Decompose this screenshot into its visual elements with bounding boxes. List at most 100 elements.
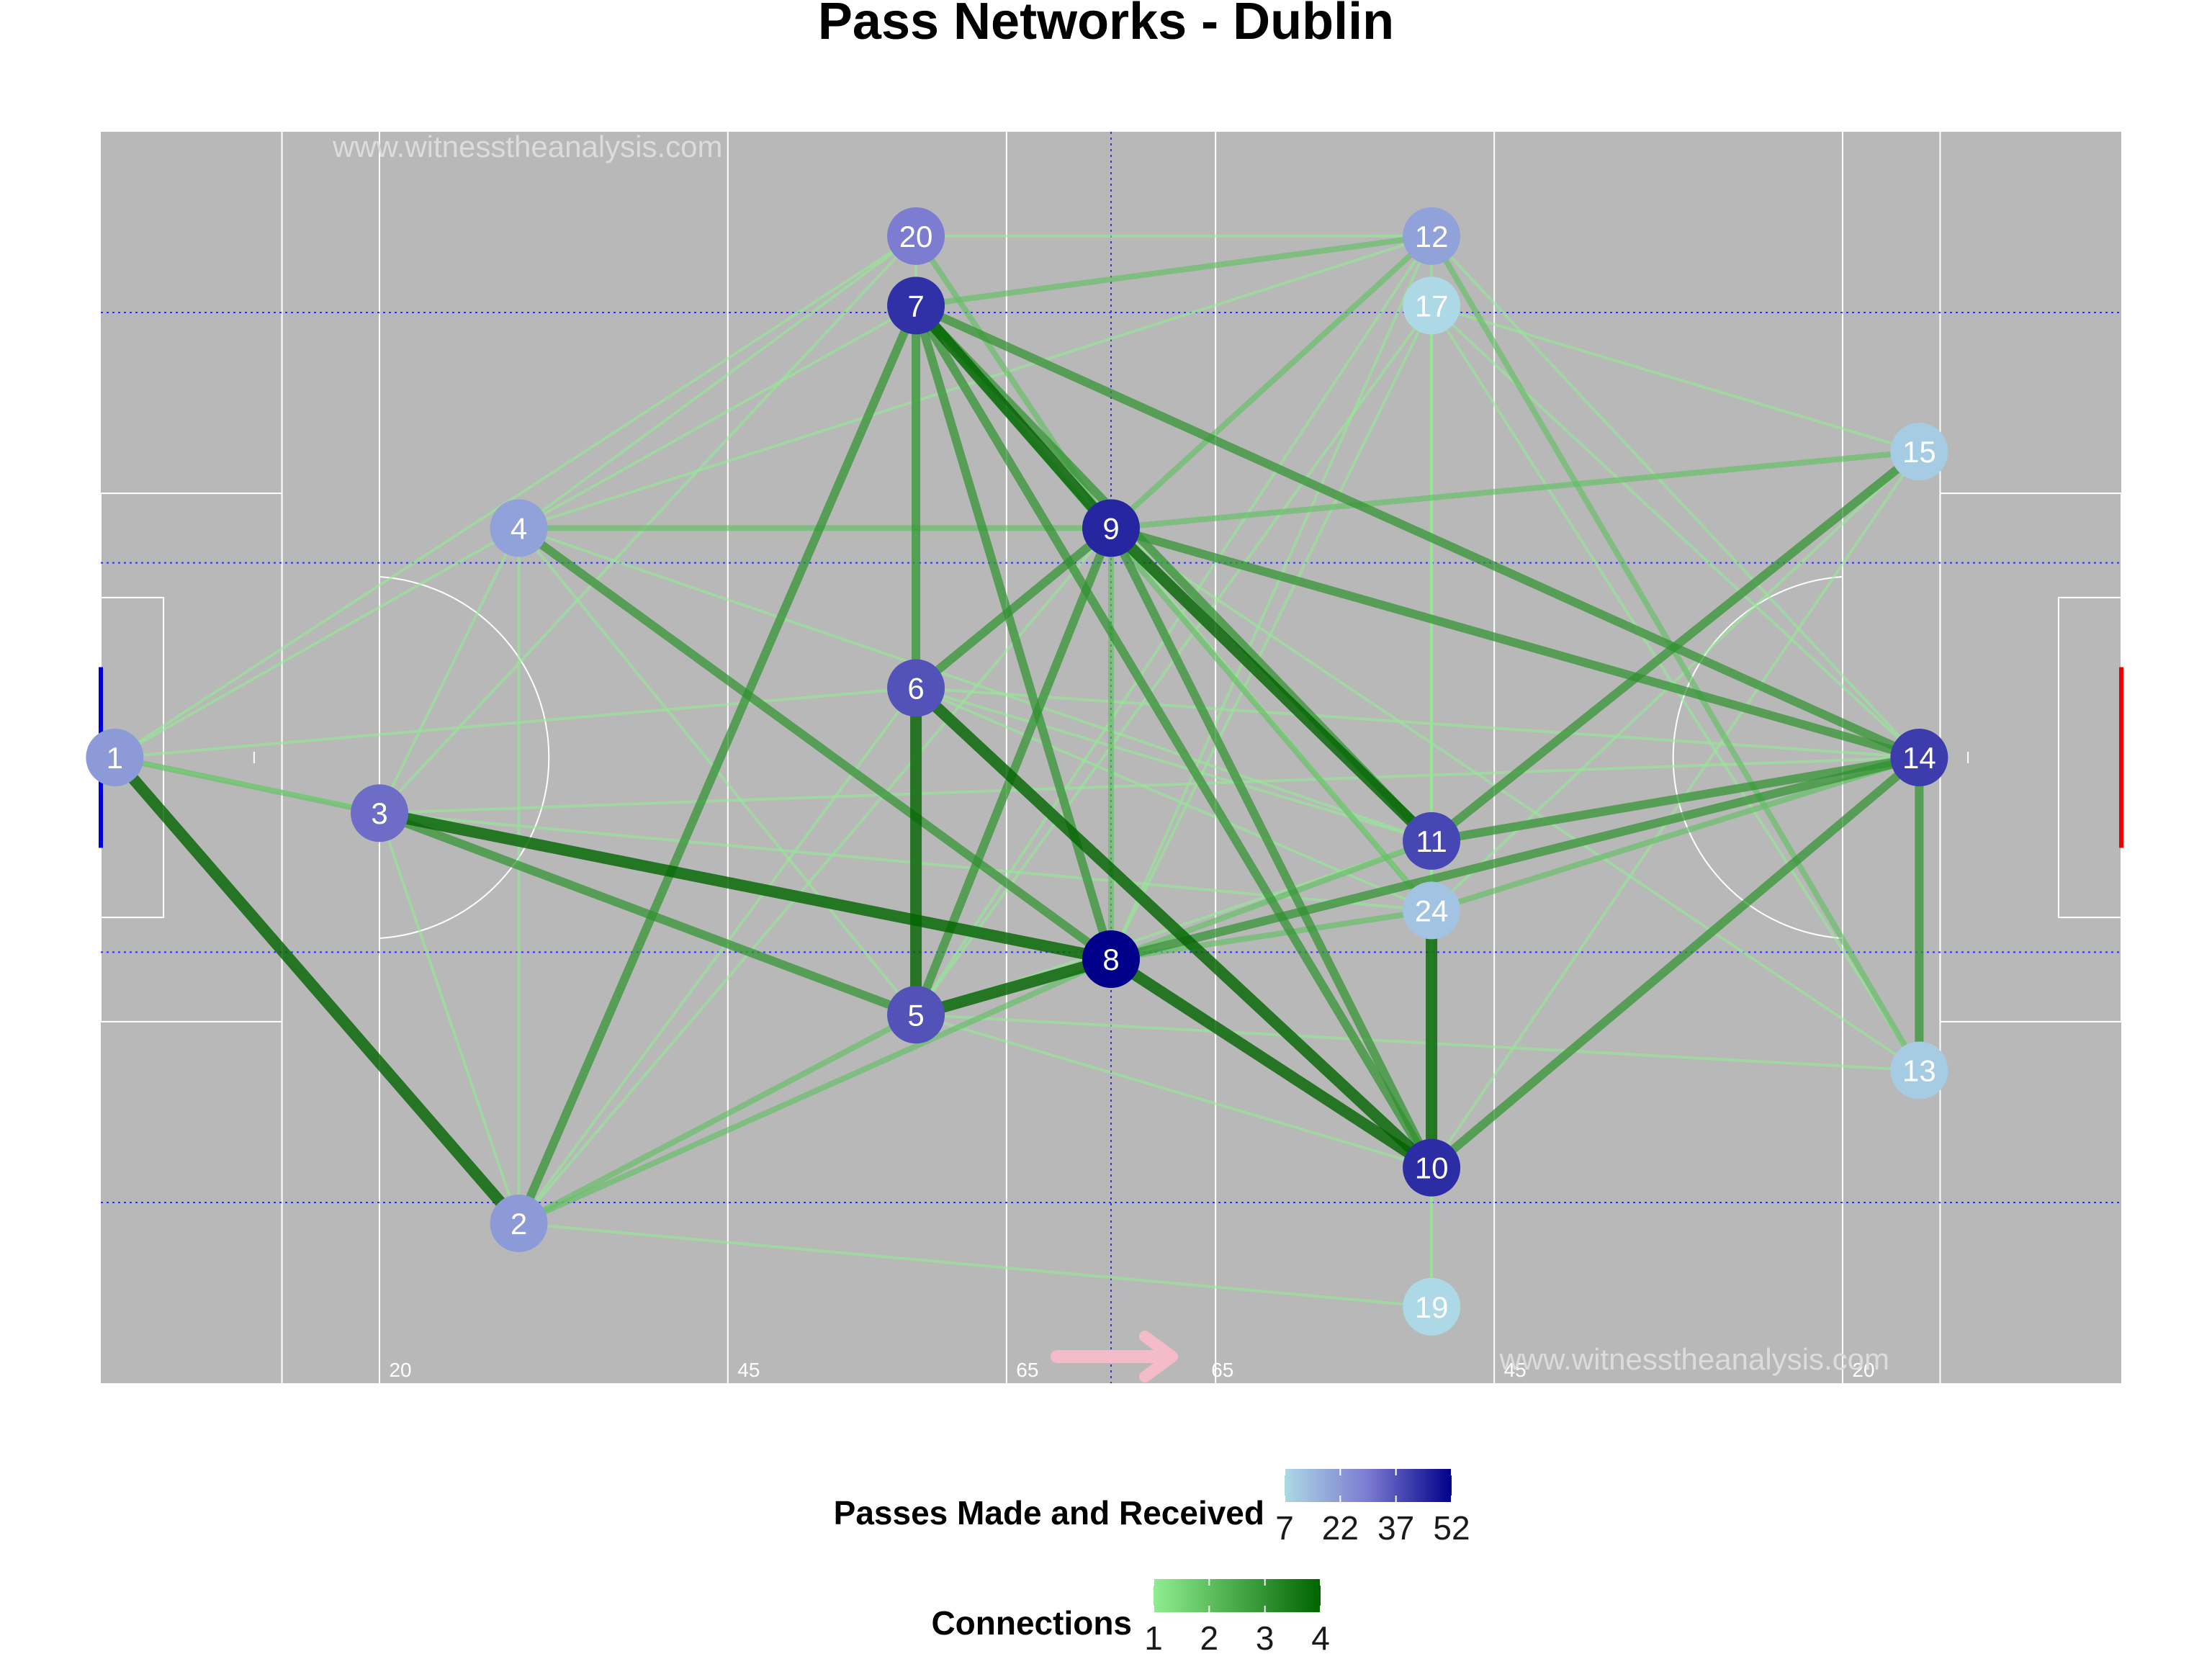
player-node-19: 19 bbox=[1403, 1277, 1461, 1336]
connection-3-24 bbox=[378, 811, 1434, 912]
player-number-label: 20 bbox=[899, 220, 933, 253]
connection-4-12 bbox=[517, 234, 1434, 530]
legend-passes: Passes Made and Received 7 22 37 52 bbox=[834, 1469, 1470, 1547]
arc-left bbox=[379, 575, 550, 940]
connection-2-5 bbox=[516, 1012, 920, 1226]
player-node-5: 5 bbox=[887, 986, 945, 1044]
player-number-label: 5 bbox=[907, 998, 924, 1032]
legend-passes-tick-label: 37 bbox=[1377, 1509, 1414, 1547]
player-node-4: 4 bbox=[490, 499, 548, 557]
player-number-label: 24 bbox=[1415, 894, 1449, 927]
connection-6-14 bbox=[914, 686, 1921, 759]
player-marker bbox=[490, 1194, 548, 1252]
player-number-label: 6 bbox=[907, 671, 924, 705]
connection-6-10 bbox=[910, 682, 1438, 1174]
legend-connections-tick-label: 2 bbox=[1200, 1619, 1219, 1657]
connection-8-14 bbox=[1107, 753, 1924, 964]
connection-1-2 bbox=[109, 752, 525, 1229]
connection-6-9 bbox=[912, 523, 1115, 693]
connection-3-5 bbox=[375, 809, 921, 1020]
arc-right bbox=[1672, 575, 1843, 940]
player-marker bbox=[1403, 881, 1461, 940]
connection-6-11 bbox=[914, 686, 1434, 842]
player-node-2: 2 bbox=[490, 1194, 548, 1252]
player-number-label: 4 bbox=[511, 511, 527, 545]
player-number-label: 2 bbox=[511, 1207, 527, 1241]
player-node-12: 12 bbox=[1403, 207, 1461, 265]
legend-passes-tick-label: 22 bbox=[1322, 1509, 1359, 1547]
pitch-distance-label: 45 bbox=[737, 1359, 760, 1381]
connection-9-13 bbox=[1110, 526, 1921, 1072]
player-node-6: 6 bbox=[887, 659, 945, 717]
connection-3-4 bbox=[378, 526, 521, 815]
connection-2-19 bbox=[517, 1221, 1434, 1308]
player-node-13: 13 bbox=[1890, 1041, 1948, 1100]
player-number-label: 1 bbox=[107, 741, 123, 775]
connection-7-9 bbox=[910, 300, 1117, 534]
player-node-10: 10 bbox=[1403, 1138, 1461, 1197]
connection-15-24 bbox=[1430, 450, 1921, 912]
player-marker bbox=[887, 276, 945, 335]
connection-1-6 bbox=[113, 686, 918, 759]
pitch-distance-label: 65 bbox=[1016, 1359, 1038, 1381]
legend-connections-tick-label: 4 bbox=[1311, 1619, 1330, 1657]
connection-4-7 bbox=[517, 304, 918, 530]
connection-15-17 bbox=[1430, 304, 1921, 454]
connection-5-13 bbox=[914, 1013, 1921, 1072]
player-marker bbox=[887, 986, 945, 1044]
player-node-14: 14 bbox=[1890, 729, 1948, 786]
pitch-distance-label: 45 bbox=[1504, 1359, 1527, 1381]
player-node-3: 3 bbox=[351, 784, 409, 842]
player-number-label: 10 bbox=[1415, 1151, 1449, 1185]
player-marker bbox=[490, 499, 548, 557]
player-marker bbox=[1403, 1277, 1461, 1336]
connection-12-13 bbox=[1429, 233, 1923, 1074]
pitch-distance-label: 20 bbox=[389, 1359, 411, 1381]
connection-5-8 bbox=[910, 953, 1117, 1021]
connection-2-7 bbox=[514, 301, 921, 1228]
connection-7-12 bbox=[913, 233, 1435, 309]
legend-connections-tick-label: 1 bbox=[1144, 1619, 1163, 1657]
player-number-label: 19 bbox=[1415, 1290, 1449, 1324]
connection-3-20 bbox=[378, 234, 918, 815]
connections-layer bbox=[109, 233, 1924, 1308]
pitch-distance-label: 65 bbox=[1211, 1359, 1233, 1381]
player-node-20: 20 bbox=[887, 207, 945, 265]
connection-8-12 bbox=[1110, 234, 1434, 961]
connection-4-20 bbox=[517, 234, 918, 530]
connection-10-14 bbox=[1427, 753, 1924, 1172]
player-marker bbox=[1403, 207, 1461, 265]
player-marker bbox=[1082, 499, 1140, 557]
connection-5-10 bbox=[914, 1013, 1434, 1169]
legend-passes-tick-label: 52 bbox=[1433, 1509, 1470, 1547]
legend-passes-colorbar bbox=[1285, 1469, 1452, 1502]
player-marker bbox=[1403, 1138, 1461, 1197]
connection-4-8 bbox=[514, 523, 1115, 964]
player-number-label: 11 bbox=[1416, 824, 1447, 858]
connection-9-11 bbox=[1105, 522, 1438, 847]
connection-3-8 bbox=[374, 807, 1117, 966]
connection-2-3 bbox=[378, 811, 521, 1225]
player-marker bbox=[351, 784, 409, 842]
connection-7-10 bbox=[912, 301, 1437, 1172]
watermark: www.witnesstheanalysis.com bbox=[1498, 1342, 1889, 1376]
player-node-9: 9 bbox=[1082, 499, 1140, 557]
player-marker bbox=[1403, 811, 1461, 870]
connection-4-11 bbox=[517, 526, 1434, 842]
player-number-label: 12 bbox=[1415, 220, 1449, 253]
connection-11-15 bbox=[1427, 447, 1924, 845]
player-marker bbox=[1890, 423, 1948, 481]
player-number-label: 8 bbox=[1102, 943, 1119, 976]
player-marker bbox=[1890, 729, 1948, 786]
chart-title: Pass Networks - Dublin bbox=[818, 0, 1394, 50]
player-number-label: 17 bbox=[1415, 289, 1449, 323]
connection-2-6 bbox=[517, 686, 918, 1225]
player-marker bbox=[1082, 930, 1140, 989]
player-number-label: 9 bbox=[1102, 511, 1119, 545]
player-marker bbox=[887, 207, 945, 265]
connection-9-10 bbox=[1107, 523, 1437, 1172]
player-marker bbox=[86, 729, 144, 786]
connection-9-12 bbox=[1108, 233, 1435, 531]
